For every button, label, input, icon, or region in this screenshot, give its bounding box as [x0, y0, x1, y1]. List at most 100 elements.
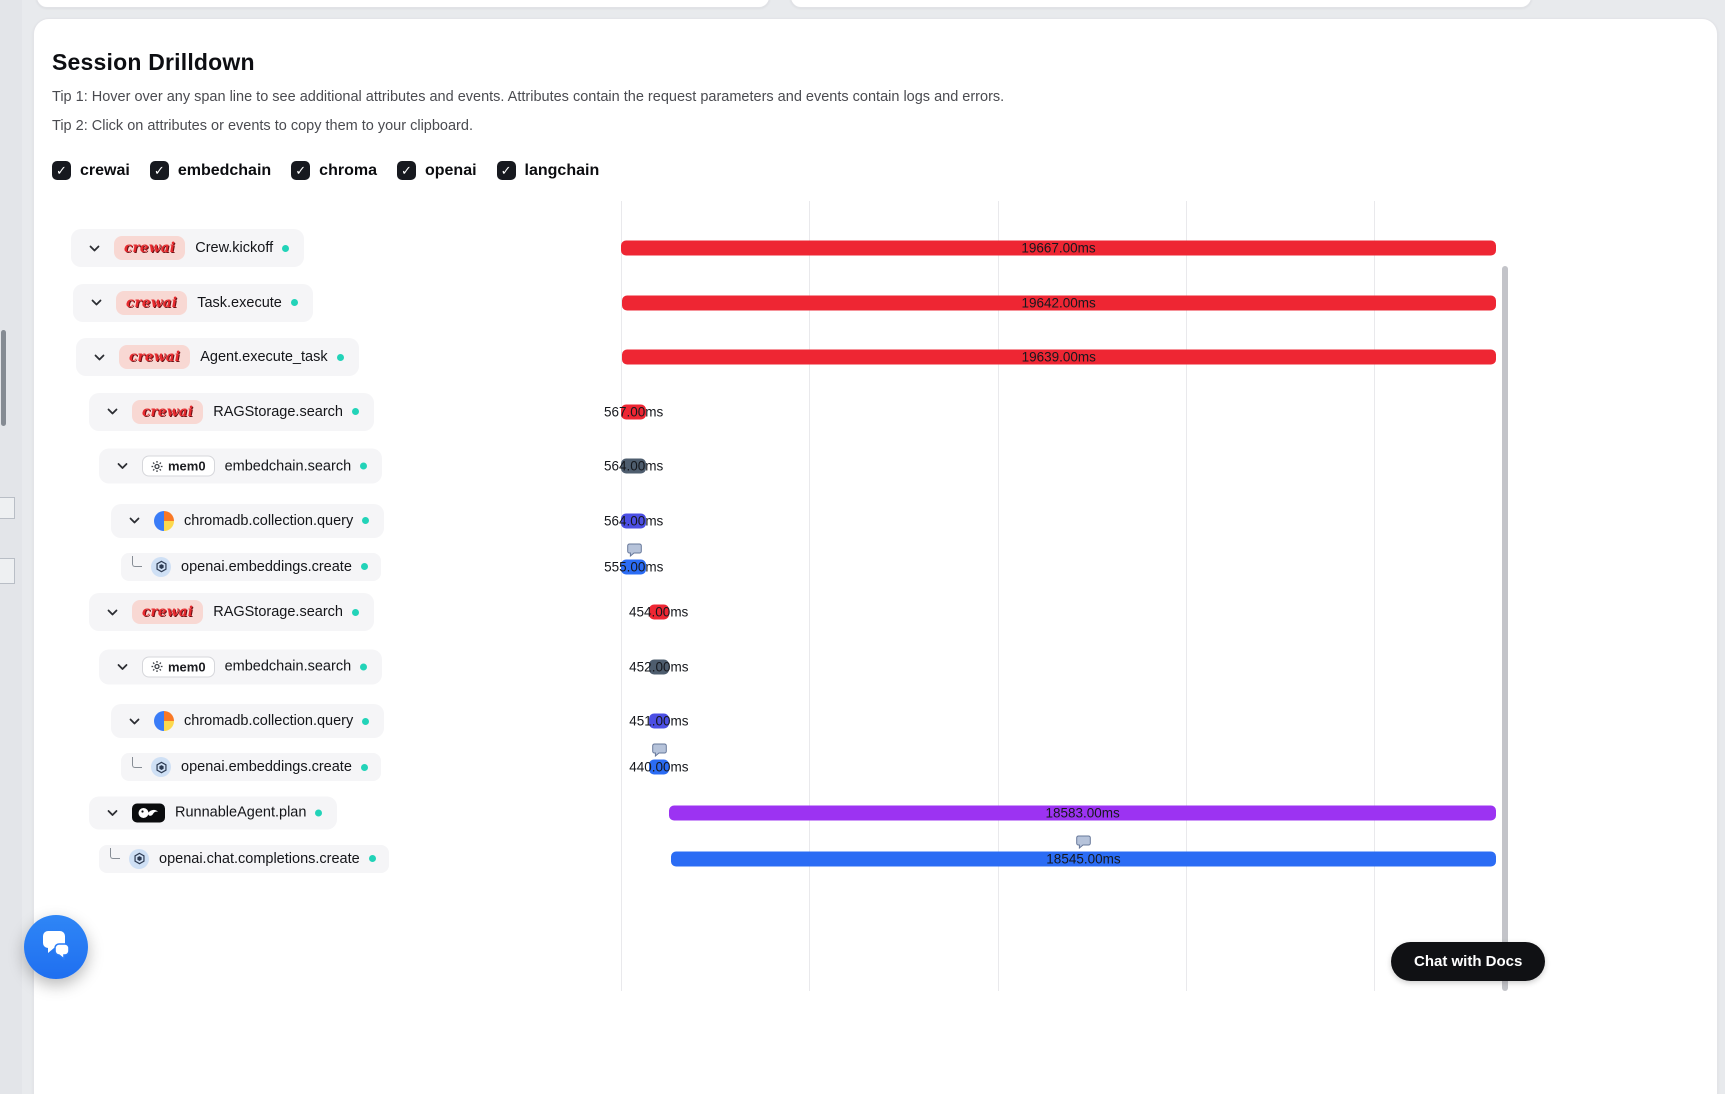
span-label-group[interactable]: crewai Agent.execute_task [76, 338, 359, 376]
checkbox-checked-icon[interactable]: ✓ [291, 161, 310, 180]
chevron-down-icon[interactable] [123, 715, 145, 728]
cut-off-element [0, 497, 15, 519]
provider-badge-slot: crewai [116, 291, 187, 315]
span-rows: crewai Crew.kickoff 19667.00ms crewai Ta… [34, 221, 1526, 881]
chevron-down-icon[interactable] [83, 242, 105, 255]
library-filters: ✓ crewai ✓ embedchain ✓ chroma ✓ openai … [52, 161, 1717, 180]
filter-checkbox-item[interactable]: ✓ embedchain [150, 161, 271, 180]
span-row: mem0 embedchain.search 452.00ms [34, 640, 1526, 695]
chevron-down-icon[interactable] [101, 405, 123, 418]
span-label-group[interactable]: crewai Crew.kickoff [71, 229, 304, 267]
filter-label: openai [425, 162, 477, 180]
tip-1: Tip 1: Hover over any span line to see a… [52, 89, 1717, 105]
left-edge-gutter [0, 0, 22, 1094]
left-scrollbar-thumb[interactable] [1, 330, 6, 426]
span-row: openai.embeddings.create 440.00ms [34, 749, 1526, 786]
tree-connector-icon [132, 556, 142, 567]
event-bubble-icon[interactable] [652, 743, 667, 757]
span-duration-label: 19667.00ms [1021, 241, 1095, 256]
span-name: Task.execute [197, 295, 282, 311]
span-name: Crew.kickoff [195, 240, 273, 256]
span-label-group[interactable]: crewai RAGStorage.search [89, 593, 374, 631]
chevron-down-icon[interactable] [101, 606, 123, 619]
provider-badge-slot: crewai [119, 345, 190, 369]
span-duration-label: 564.00ms [604, 459, 663, 474]
filter-checkbox-item[interactable]: ✓ langchain [497, 161, 600, 180]
provider-badge-slot: crewai [114, 236, 185, 260]
span-duration-label: 454.00ms [629, 605, 688, 620]
chevron-down-icon[interactable] [111, 460, 133, 473]
provider-badge-slot [154, 711, 174, 731]
checkbox-checked-icon[interactable]: ✓ [150, 161, 169, 180]
crewai-logo-badge: crewai [132, 600, 203, 624]
chevron-down-icon[interactable] [123, 514, 145, 527]
span-duration-label: 18583.00ms [1045, 805, 1119, 820]
span-name: RAGStorage.search [213, 404, 343, 420]
checkbox-checked-icon[interactable]: ✓ [497, 161, 516, 180]
openai-logo-icon [151, 757, 171, 777]
span-label-group[interactable]: crewai Task.execute [73, 284, 313, 322]
openai-logo-icon [129, 849, 149, 869]
span-label-group[interactable]: mem0 embedchain.search [99, 649, 382, 684]
span-label-group[interactable]: crewai RAGStorage.search [89, 393, 374, 431]
waterfall-scrollbar-thumb[interactable] [1502, 266, 1508, 991]
status-dot [352, 609, 359, 616]
chevron-down-icon[interactable] [111, 660, 133, 673]
tree-connector-icon [132, 757, 142, 768]
provider-badge-slot [154, 511, 174, 531]
chat-widget-button[interactable] [24, 915, 88, 979]
span-row: crewai RAGStorage.search 454.00ms [34, 585, 1526, 640]
span-duration-label: 451.00ms [629, 714, 688, 729]
span-row: chromadb.collection.query 451.00ms [34, 694, 1526, 749]
provider-badge-slot: crewai [132, 400, 203, 424]
checkbox-checked-icon[interactable]: ✓ [397, 161, 416, 180]
tree-connector-icon [110, 848, 120, 859]
mem0-logo-badge: mem0 [142, 656, 215, 677]
span-name: RunnableAgent.plan [175, 805, 306, 821]
filter-checkbox-item[interactable]: ✓ chroma [291, 161, 377, 180]
chevron-down-icon[interactable] [85, 296, 107, 309]
cut-off-element [0, 558, 15, 584]
gear-icon [151, 460, 163, 472]
span-label-group[interactable]: chromadb.collection.query [111, 704, 384, 738]
span-duration-label: 440.00ms [629, 760, 688, 775]
span-duration-label: 19639.00ms [1022, 350, 1096, 365]
filter-checkbox-item[interactable]: ✓ crewai [52, 161, 130, 180]
span-row: openai.chat.completions.create 18545.00m… [34, 840, 1526, 877]
chat-bubbles-icon [39, 930, 73, 965]
top-card-right [790, 0, 1532, 8]
span-label-group[interactable]: openai.embeddings.create [121, 553, 381, 581]
trace-waterfall: crewai Crew.kickoff 19667.00ms crewai Ta… [34, 201, 1526, 1001]
provider-badge-slot: mem0 [142, 456, 215, 477]
status-dot [352, 408, 359, 415]
span-duration-label: 452.00ms [629, 659, 688, 674]
event-bubble-icon[interactable] [627, 543, 642, 557]
span-duration-label: 19642.00ms [1021, 295, 1095, 310]
tip-2: Tip 2: Click on attributes or events to … [52, 118, 1717, 134]
span-row: RunnableAgent.plan 18583.00ms [34, 786, 1526, 841]
chevron-down-icon[interactable] [88, 351, 110, 364]
span-label-group[interactable]: chromadb.collection.query [111, 504, 384, 538]
chat-with-docs-button[interactable]: Chat with Docs [1391, 942, 1545, 981]
chevron-down-icon[interactable] [101, 806, 123, 819]
provider-badge-slot: crewai [132, 600, 203, 624]
provider-badge-slot [151, 557, 171, 577]
span-label-group[interactable]: RunnableAgent.plan [89, 796, 337, 829]
span-label-group[interactable]: openai.chat.completions.create [99, 845, 389, 873]
span-label-group[interactable]: mem0 embedchain.search [99, 449, 382, 484]
filter-label: chroma [319, 162, 377, 180]
gear-icon [151, 661, 163, 673]
span-label-group[interactable]: openai.embeddings.create [121, 753, 381, 781]
crewai-logo-badge: crewai [114, 236, 185, 260]
parrot-icon [137, 806, 160, 819]
status-dot [361, 764, 368, 771]
mem0-logo-badge: mem0 [142, 456, 215, 477]
status-dot [362, 517, 369, 524]
event-bubble-icon[interactable] [1076, 835, 1091, 849]
span-name: embedchain.search [225, 659, 352, 675]
filter-checkbox-item[interactable]: ✓ openai [397, 161, 477, 180]
status-dot [361, 563, 368, 570]
provider-badge-slot [132, 803, 165, 822]
checkbox-checked-icon[interactable]: ✓ [52, 161, 71, 180]
provider-badge-slot [129, 849, 149, 869]
